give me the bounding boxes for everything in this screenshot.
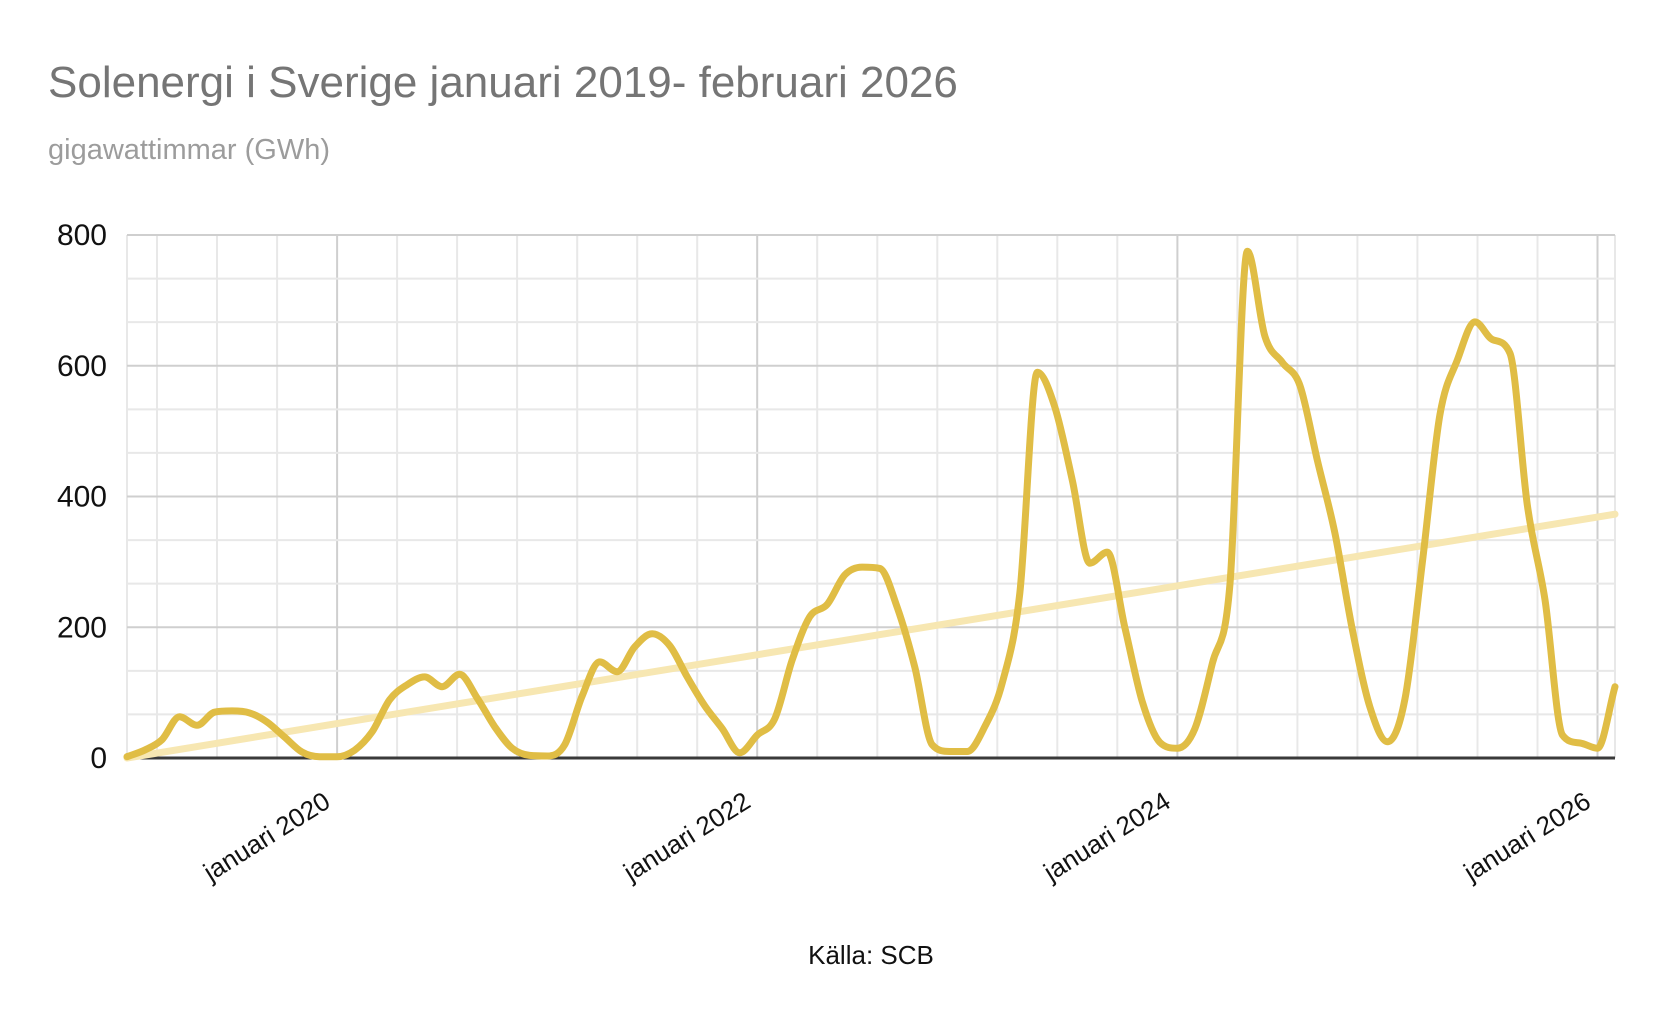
y-tick-label: 600 xyxy=(57,350,107,383)
trend-line xyxy=(123,510,1619,762)
x-tick-label: januari 2024 xyxy=(1037,786,1175,888)
chart-subtitle: gigawattimmar (GWh) xyxy=(48,134,330,166)
y-tick-label: 400 xyxy=(57,481,107,514)
x-axis-labels: januari 2020 januari 2022 januari 2024 janu… xyxy=(197,786,1596,888)
y-tick-label: 200 xyxy=(57,611,107,644)
solar-series-line xyxy=(123,247,1619,761)
horizontal-gridlines xyxy=(127,234,1615,716)
chart-title: Solenergi i Sverige januari 2019- februa… xyxy=(48,58,958,107)
x-tick-label: januari 2022 xyxy=(617,786,755,888)
y-tick-label: 0 xyxy=(90,742,107,775)
source-note: Källa: SCB xyxy=(808,940,934,970)
x-tick-label: januari 2020 xyxy=(197,786,335,888)
y-axis-labels: 0 200 400 600 800 xyxy=(57,219,107,775)
x-tick-label: januari 2026 xyxy=(1458,786,1596,888)
y-tick-label: 800 xyxy=(57,219,107,252)
